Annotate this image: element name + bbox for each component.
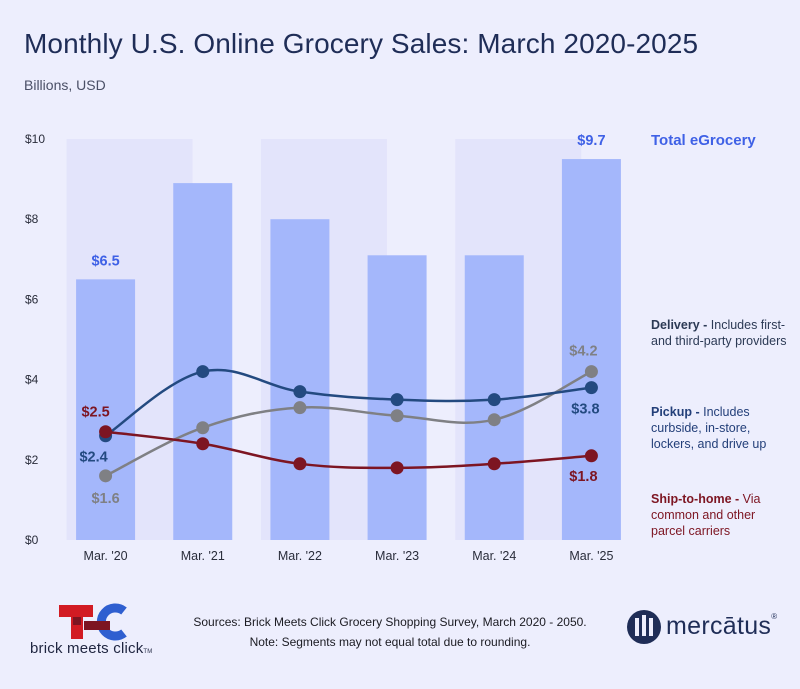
legend-total: Total eGrocery [651, 133, 791, 149]
legend-delivery-desc: Includes first-and third-party providers [651, 318, 787, 348]
point-delivery-3 [390, 409, 404, 423]
bar-total-egrocery-0 [76, 279, 136, 540]
point-delivery-5 [584, 365, 598, 379]
legend-total-label: Total eGrocery [651, 132, 756, 149]
point-pickup-5 [584, 381, 598, 395]
bar-total-egrocery-1 [173, 183, 233, 541]
x-tick-label: Mar. '20 [84, 549, 128, 563]
legend-pickup-desc: Includes curbside, in-store, lockers, an… [651, 405, 767, 451]
y-tick-label: $2 [25, 453, 39, 467]
data-label-pickup-0: $2.4 [79, 450, 107, 466]
point-delivery-0 [99, 469, 113, 483]
legend-ship-desc: Via common and other parcel carriers [651, 492, 761, 538]
x-tick-label: Mar. '25 [569, 549, 613, 563]
data-label-delivery-5: $4.2 [569, 344, 597, 360]
legend-ship-name: Ship-to-home - [651, 492, 740, 506]
y-tick-label: $6 [25, 292, 39, 306]
legend-delivery: Delivery - Includes first-and third-part… [651, 317, 791, 349]
line-pickup [104, 368, 592, 437]
point-delivery-1 [196, 421, 210, 435]
x-tick-label: Mar. '24 [472, 549, 516, 563]
mercatus-logo-mark [627, 610, 661, 644]
footer-notes: Sources: Brick Meets Click Grocery Shopp… [190, 612, 590, 652]
point-ship-to-home-2 [293, 457, 307, 471]
point-delivery-2 [293, 401, 307, 415]
y-tick-label: $8 [25, 212, 39, 226]
data-label-total-egrocery-5: $9.7 [577, 133, 605, 149]
brick-meets-click-logo [59, 603, 127, 641]
bar-total-egrocery-2 [270, 219, 330, 540]
point-pickup-1 [196, 365, 210, 379]
data-label-ship-to-home-5: $1.8 [569, 469, 597, 485]
data-label-delivery-0: $1.6 [91, 491, 119, 507]
y-tick-label: $10 [25, 132, 45, 146]
data-label-pickup-5: $3.8 [571, 402, 599, 418]
point-ship-to-home-3 [390, 461, 404, 475]
bmc-trademark: TM [143, 649, 153, 655]
line-ship-to-home [105, 430, 592, 470]
bar-total-egrocery-5 [561, 159, 621, 541]
line-delivery [105, 370, 592, 477]
point-ship-to-home-4 [487, 457, 501, 471]
y-tick-label: $4 [25, 373, 39, 387]
point-pickup-2 [293, 385, 307, 399]
point-pickup-4 [487, 393, 501, 407]
y-tick-label: $0 [25, 533, 39, 547]
point-ship-to-home-0 [99, 425, 113, 439]
point-pickup-3 [390, 393, 404, 407]
x-tick-label: Mar. '22 [278, 549, 322, 563]
legend-pickup: Pickup - Includes curbside, in-store, lo… [651, 404, 791, 452]
brick-meets-click-wordmark: brick meets clickTM [30, 640, 153, 657]
mercatus-registered: ® [771, 612, 778, 621]
x-tick-label: Mar. '23 [375, 549, 419, 563]
data-label-total-egrocery-0: $6.5 [91, 253, 119, 269]
footer-sources: Sources: Brick Meets Click Grocery Shopp… [193, 615, 587, 629]
x-tick-label: Mar. '21 [181, 549, 225, 563]
point-ship-to-home-5 [584, 449, 598, 463]
legend-ship-to-home: Ship-to-home - Via common and other parc… [651, 491, 791, 539]
data-label-ship-to-home-0: $2.5 [81, 405, 109, 421]
mercatus-wordmark-text: mercātus [666, 612, 772, 640]
point-ship-to-home-1 [196, 437, 210, 451]
point-delivery-4 [487, 413, 501, 427]
mercatus-wordmark: mercātus® [666, 612, 777, 641]
chart-title: Monthly U.S. Online Grocery Sales: March… [24, 28, 699, 59]
chart-subtitle: Billions, USD [24, 77, 106, 93]
legend-delivery-name: Delivery - [651, 318, 708, 332]
footer-note: Note: Segments may not equal total due t… [249, 635, 531, 649]
legend-pickup-name: Pickup - [651, 405, 700, 419]
bmc-wordmark-text: brick meets click [30, 640, 144, 657]
